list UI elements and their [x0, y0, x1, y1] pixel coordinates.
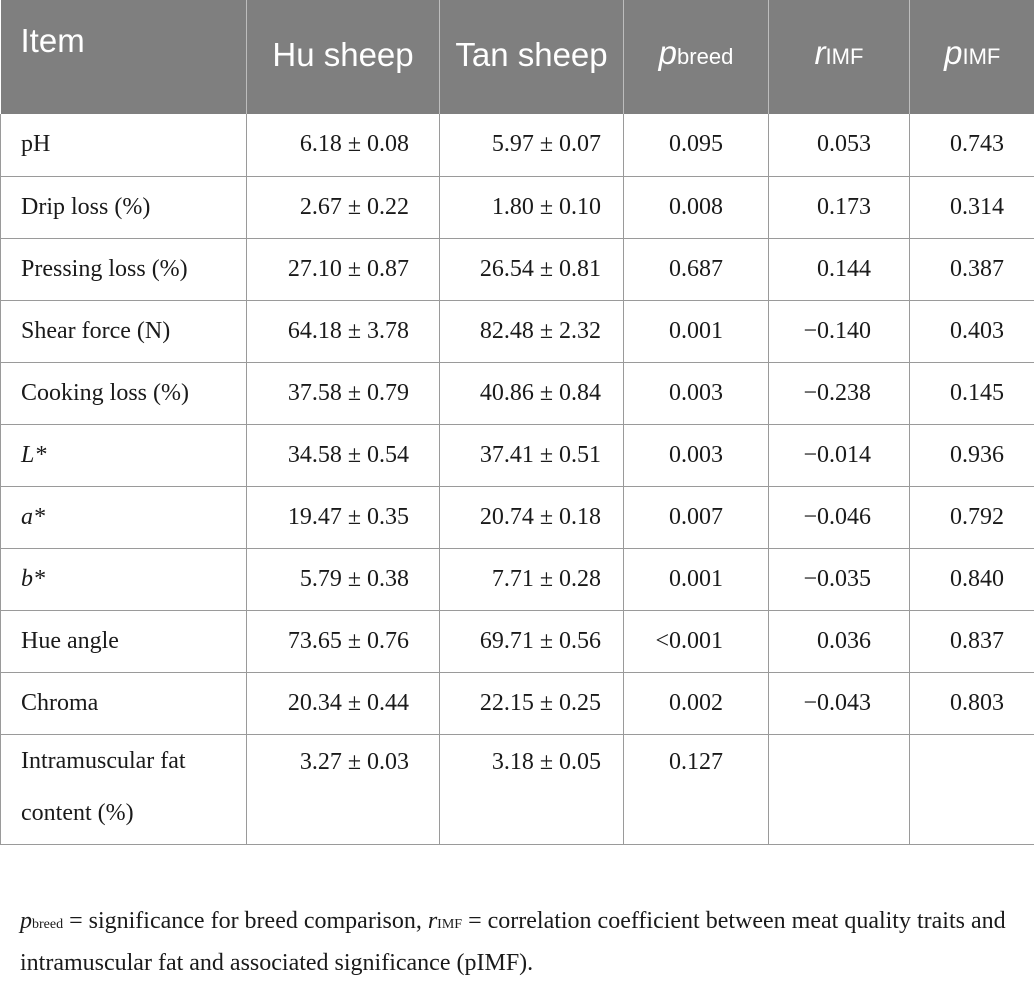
table-row: Intramuscular fat content (%) 3.27 ± 0.0…: [0, 734, 1034, 845]
table-row: Shear force (N) 64.18 ± 3.78 82.48 ± 2.3…: [0, 300, 1034, 363]
cell-item: b*: [0, 548, 247, 611]
cell-p-imf: 0.837: [909, 610, 1034, 673]
cell-p-breed: 0.001: [623, 548, 769, 611]
table-row: Pressing loss (%) 27.10 ± 0.87 26.54 ± 0…: [0, 238, 1034, 301]
cell-p-imf: 0.840: [909, 548, 1034, 611]
cell-hu: 27.10 ± 0.87: [246, 238, 440, 301]
cell-hu: 19.47 ± 0.35: [246, 486, 440, 549]
table-row: pH 6.18 ± 0.08 5.97 ± 0.07 0.095 0.053 0…: [0, 114, 1034, 177]
cell-tan: 7.71 ± 0.28: [439, 548, 624, 611]
cell-p-imf: 0.403: [909, 300, 1034, 363]
cell-tan: 20.74 ± 0.18: [439, 486, 624, 549]
cell-hu: 2.67 ± 0.22: [246, 176, 440, 239]
cell-item: L*: [0, 424, 247, 487]
header-p-imf-sub: IMF: [962, 44, 1001, 69]
cell-p-breed: 0.007: [623, 486, 769, 549]
table-row: L* 34.58 ± 0.54 37.41 ± 0.51 0.003 −0.01…: [0, 424, 1034, 487]
header-row: Item Hu sheep Tan sheep pbreed rIMF pIMF: [0, 0, 1034, 114]
table-row: b* 5.79 ± 0.38 7.71 ± 0.28 0.001 −0.035 …: [0, 548, 1034, 611]
header-r-imf-base: r: [814, 34, 826, 71]
header-r-imf-sub: IMF: [825, 44, 864, 69]
footnote-part2: = correlation coefficient between meat q…: [20, 908, 1006, 976]
cell-item: a*: [0, 486, 247, 549]
header-tan-sheep: Tan sheep: [439, 0, 624, 114]
cell-r-imf: 0.173: [768, 176, 910, 239]
footnote-r-sub: IMF: [437, 917, 463, 932]
cell-p-breed: 0.095: [623, 114, 769, 177]
table-footnote: pbreed = significance for breed comparis…: [20, 902, 1020, 982]
cell-hu: 5.79 ± 0.38: [246, 548, 440, 611]
header-p-breed-sub: breed: [677, 44, 734, 69]
cell-tan: 37.41 ± 0.51: [439, 424, 624, 487]
header-p-breed-base: p: [658, 34, 678, 71]
header-r-imf: rIMF: [768, 0, 910, 114]
cell-r-imf: [768, 734, 910, 845]
cell-item: Shear force (N): [0, 300, 247, 363]
cell-hu: 6.18 ± 0.08: [246, 114, 440, 177]
footnote-part1: = significance for breed comparison,: [63, 908, 428, 934]
cell-p-imf: 0.792: [909, 486, 1034, 549]
cell-item: Cooking loss (%): [0, 362, 247, 425]
cell-r-imf: 0.144: [768, 238, 910, 301]
cell-p-imf: [909, 734, 1034, 845]
cell-p-breed: 0.003: [623, 362, 769, 425]
cell-tan: 5.97 ± 0.07: [439, 114, 624, 177]
footnote-p-base: p: [20, 908, 32, 934]
header-p-imf-base: p: [944, 34, 963, 71]
header-p-breed: pbreed: [623, 0, 769, 114]
cell-item: Drip loss (%): [0, 176, 247, 239]
cell-p-imf: 0.387: [909, 238, 1034, 301]
table-row: Chroma 20.34 ± 0.44 22.15 ± 0.25 0.002 −…: [0, 672, 1034, 735]
header-item: Item: [0, 0, 247, 114]
cell-p-imf: 0.936: [909, 424, 1034, 487]
cell-p-imf: 0.803: [909, 672, 1034, 735]
footnote-p-sub: breed: [32, 917, 64, 932]
header-p-imf: pIMF: [909, 0, 1034, 114]
cell-item: pH: [0, 114, 247, 177]
cell-hu: 64.18 ± 3.78: [246, 300, 440, 363]
cell-hu: 73.65 ± 0.76: [246, 610, 440, 673]
table-row: a* 19.47 ± 0.35 20.74 ± 0.18 0.007 −0.04…: [0, 486, 1034, 549]
cell-p-breed: 0.003: [623, 424, 769, 487]
cell-tan: 82.48 ± 2.32: [439, 300, 624, 363]
cell-tan: 26.54 ± 0.81: [439, 238, 624, 301]
cell-tan: 69.71 ± 0.56: [439, 610, 624, 673]
cell-p-breed: 0.008: [623, 176, 769, 239]
cell-tan: 3.18 ± 0.05: [439, 734, 624, 845]
cell-hu: 20.34 ± 0.44: [246, 672, 440, 735]
cell-tan: 40.86 ± 0.84: [439, 362, 624, 425]
cell-item: Pressing loss (%): [0, 238, 247, 301]
cell-r-imf: −0.014: [768, 424, 910, 487]
cell-p-breed: 0.687: [623, 238, 769, 301]
cell-item: Intramuscular fat content (%): [0, 734, 247, 845]
cell-hu: 3.27 ± 0.03: [246, 734, 440, 845]
cell-hu: 34.58 ± 0.54: [246, 424, 440, 487]
cell-p-imf: 0.314: [909, 176, 1034, 239]
cell-r-imf: −0.046: [768, 486, 910, 549]
cell-r-imf: 0.036: [768, 610, 910, 673]
cell-p-imf: 0.743: [909, 114, 1034, 177]
cell-r-imf: −0.140: [768, 300, 910, 363]
cell-p-breed: <0.001: [623, 610, 769, 673]
footnote-r-base: r: [427, 908, 438, 934]
cell-p-imf: 0.145: [909, 362, 1034, 425]
table-row: Cooking loss (%) 37.58 ± 0.79 40.86 ± 0.…: [0, 362, 1034, 425]
table-row: Hue angle 73.65 ± 0.76 69.71 ± 0.56 <0.0…: [0, 610, 1034, 673]
cell-p-breed: 0.127: [623, 734, 769, 845]
cell-r-imf: −0.238: [768, 362, 910, 425]
cell-item: Chroma: [0, 672, 247, 735]
cell-p-breed: 0.002: [623, 672, 769, 735]
cell-r-imf: −0.035: [768, 548, 910, 611]
cell-p-breed: 0.001: [623, 300, 769, 363]
cell-tan: 1.80 ± 0.10: [439, 176, 624, 239]
cell-hu: 37.58 ± 0.79: [246, 362, 440, 425]
header-hu-sheep: Hu sheep: [246, 0, 440, 114]
cell-r-imf: 0.053: [768, 114, 910, 177]
cell-r-imf: −0.043: [768, 672, 910, 735]
meat-quality-table: Item Hu sheep Tan sheep pbreed rIMF pIMF…: [0, 0, 1034, 845]
cell-item: Hue angle: [0, 610, 247, 673]
table-row: Drip loss (%) 2.67 ± 0.22 1.80 ± 0.10 0.…: [0, 176, 1034, 239]
cell-tan: 22.15 ± 0.25: [439, 672, 624, 735]
